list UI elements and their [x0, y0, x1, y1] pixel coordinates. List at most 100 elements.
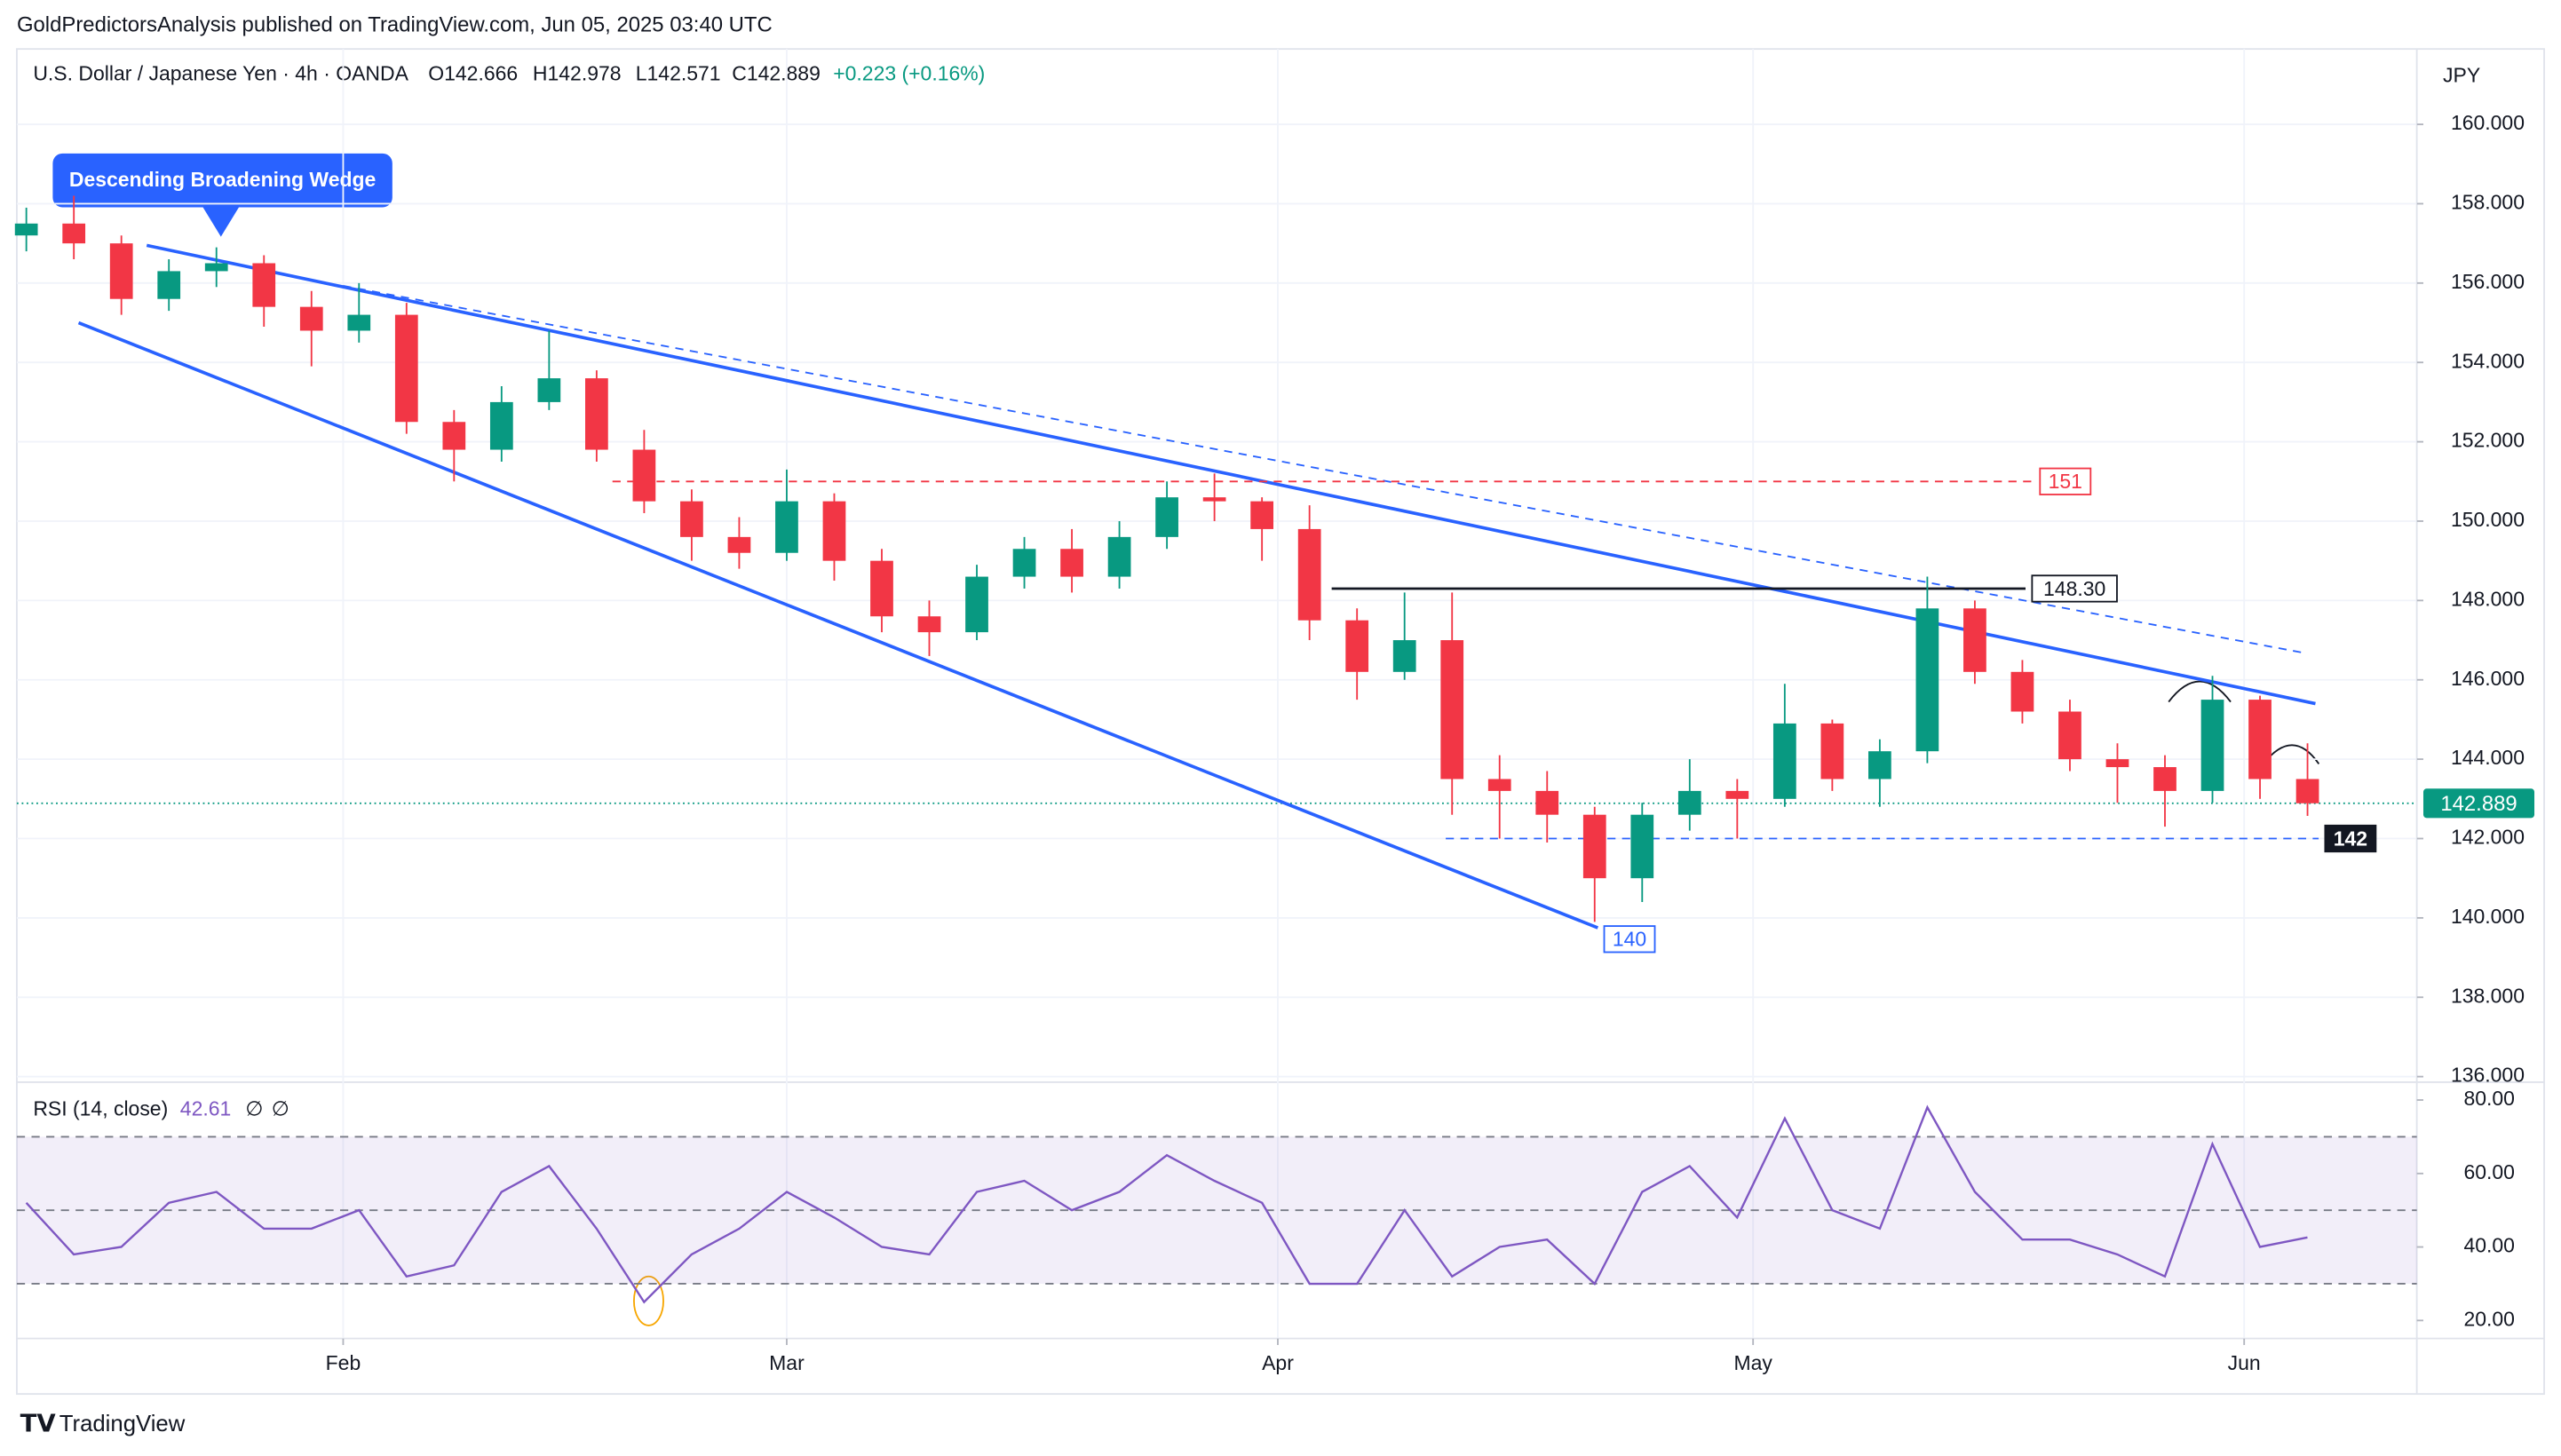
- candle-body: [632, 449, 656, 502]
- candle-body: [2248, 700, 2272, 779]
- candle-body: [1868, 751, 1891, 779]
- x-tick-label: Mar: [769, 1351, 805, 1374]
- y-tick-label: 144.000: [2451, 746, 2525, 769]
- currency-label: JPY: [2443, 63, 2480, 86]
- level-label-box: [2324, 824, 2377, 853]
- brand: 𝗧𝗩 TradingView: [20, 1409, 186, 1436]
- candle-body: [870, 560, 893, 617]
- candle-body: [822, 501, 846, 561]
- x-tick-label: Jun: [2228, 1351, 2261, 1374]
- candle-body: [1297, 528, 1321, 621]
- publisher-line: GoldPredictorsAnalysis published on Trad…: [17, 13, 773, 37]
- candle-body: [2058, 711, 2081, 760]
- candle-body: [727, 536, 751, 553]
- y-tick-label: 148.000: [2451, 587, 2525, 610]
- y-tick-label: 136.000: [2451, 1064, 2525, 1087]
- candle-body: [1582, 814, 1606, 879]
- candle-body: [1345, 620, 1369, 672]
- candle-body: [2153, 767, 2176, 791]
- y-tick-label: 60.00: [2463, 1160, 2514, 1183]
- y-tick-label: 156.000: [2451, 270, 2525, 293]
- candle-body: [965, 576, 988, 633]
- ohlc-low: L142.571: [636, 62, 721, 85]
- candle-body: [394, 314, 418, 423]
- ohlc-change: +0.223 (+0.16%): [833, 62, 985, 85]
- rsi-value: 42.61: [180, 1096, 231, 1120]
- rsi-legend: RSI (14, close) 42.61 ∅ ∅: [33, 1096, 289, 1120]
- level-label: 142: [2334, 827, 2367, 850]
- candle-body: [1630, 814, 1654, 879]
- y-tick-label: 160.000: [2451, 111, 2525, 134]
- level-label-box: [2031, 574, 2118, 603]
- candle-body: [252, 263, 276, 307]
- candle-body: [109, 243, 133, 299]
- level-label-box: [2039, 467, 2092, 495]
- y-tick-label: 142.000: [2451, 826, 2525, 849]
- level-label: 148.30: [2043, 577, 2105, 600]
- ohlc-high: H142.978: [533, 62, 622, 85]
- candle-body: [1107, 536, 1131, 577]
- rsi-title: RSI (14, close): [33, 1096, 168, 1120]
- candle-body: [775, 501, 798, 553]
- candle-body: [347, 314, 371, 331]
- candle-body: [442, 422, 466, 450]
- y-tick-label: 146.000: [2451, 667, 2525, 690]
- candle-body: [157, 271, 181, 299]
- last-price-label: 142.889: [2440, 792, 2517, 816]
- callout-text: Descending Broadening Wedge: [69, 168, 376, 191]
- candle-body: [62, 223, 86, 244]
- x-tick-label: May: [1733, 1351, 1772, 1374]
- y-tick-label: 154.000: [2451, 349, 2525, 372]
- symbol-title: U.S. Dollar / Japanese Yen · 4h · OANDA: [33, 62, 408, 85]
- candle-body: [1677, 790, 1701, 815]
- candle-body: [2105, 759, 2129, 768]
- candle-body: [1392, 640, 1416, 672]
- candle-body: [299, 306, 323, 331]
- trendline: [146, 243, 2316, 706]
- level-label-box: [1603, 925, 1656, 954]
- x-tick-label: Feb: [326, 1351, 361, 1374]
- callout-box: [52, 153, 392, 237]
- rsi-flag: ∅: [245, 1096, 263, 1120]
- trendline: [343, 285, 2306, 654]
- y-tick-label: 138.000: [2451, 984, 2525, 1007]
- y-tick-label: 158.000: [2451, 191, 2525, 214]
- top-arc: [2168, 680, 2232, 703]
- y-tick-label: 152.000: [2451, 429, 2525, 452]
- brand-name: TradingView: [59, 1412, 186, 1436]
- rsi-flag: ∅: [272, 1096, 289, 1120]
- y-tick-label: 140.000: [2451, 905, 2525, 928]
- candle-body: [680, 501, 703, 537]
- candle-body: [585, 378, 608, 450]
- ohlc-open: O142.666: [428, 62, 518, 85]
- candle-body: [1725, 790, 1749, 799]
- candle-body: [2295, 779, 2319, 803]
- plot-layer: [16, 49, 2417, 1339]
- level-label: 151: [2049, 470, 2082, 493]
- rsi-low-circle: [633, 1275, 664, 1326]
- chart-frame: [16, 48, 2545, 1396]
- y-tick-label: 80.00: [2463, 1087, 2514, 1110]
- candle-body: [1012, 549, 1036, 577]
- brand-logo: 𝗧𝗩: [20, 1409, 57, 1436]
- candle-body: [1535, 790, 1559, 815]
- candle-body: [1060, 549, 1083, 577]
- y-tick-label: 40.00: [2463, 1234, 2514, 1257]
- wedge-callout: Descending Broadening Wedge: [52, 153, 392, 237]
- y-tick-label: 150.000: [2451, 508, 2525, 531]
- candle-body: [2010, 671, 2034, 712]
- candle-body: [1202, 497, 1226, 502]
- candle-body: [1250, 501, 1274, 529]
- candle-body: [2200, 700, 2224, 791]
- last-price-box: [2422, 788, 2535, 819]
- candle-body: [14, 223, 38, 236]
- y-tick-label: 20.00: [2463, 1307, 2514, 1330]
- candle-body: [1915, 608, 1939, 752]
- candle-body: [917, 616, 941, 633]
- candle-body: [489, 401, 513, 450]
- x-tick-label: Apr: [1262, 1351, 1294, 1374]
- candle-body: [1963, 608, 1986, 672]
